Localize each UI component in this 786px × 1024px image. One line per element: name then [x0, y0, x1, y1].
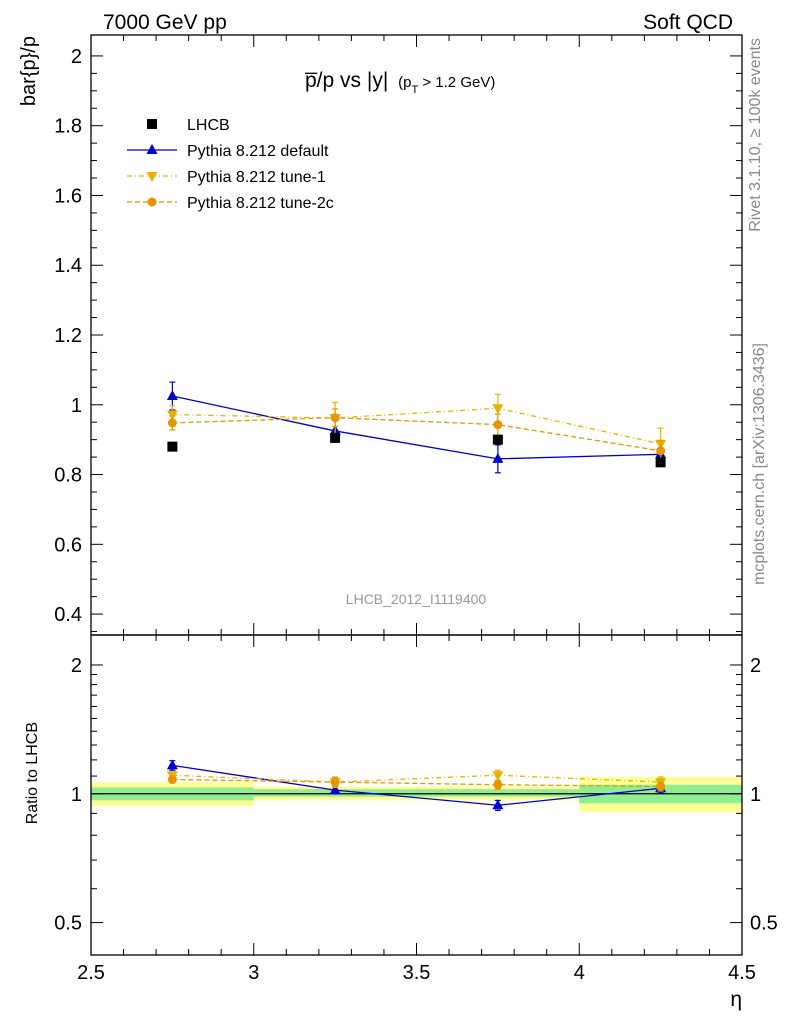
main-pythia-8-212-tune-2c-point: [330, 413, 340, 423]
plot-title: p̅/p vs |y| (pT > 1.2 GeV): [304, 69, 495, 96]
x-tick-label: 2.5: [77, 962, 105, 984]
ratio-pythia-8-212-tune-2c-line: [172, 778, 661, 788]
ratio-pythia-8-212-default-point: [329, 784, 341, 795]
plot-title-cut: (p: [398, 74, 411, 91]
main-lhcb-point: [330, 432, 341, 443]
main-lhcb-point: [655, 457, 666, 468]
y-tick-label: 0.8: [54, 465, 82, 487]
main-pythia-8-212-default-point: [492, 452, 504, 463]
analysis-watermark: LHCB_2012_I1119400: [346, 591, 487, 607]
main-lhcb-point: [492, 434, 503, 445]
y-tick-label: 1.6: [54, 185, 82, 207]
main-pythia-8-212-tune-1-point: [492, 404, 504, 415]
ratio-pythia-8-212-default-point: [166, 759, 178, 770]
main-pythia-8-212-default-point: [166, 390, 178, 401]
x-tick-label: 3: [248, 962, 259, 984]
ratio-pythia-8-212-tune-1-point: [492, 771, 504, 782]
ratio-band-inner: [253, 789, 580, 797]
main-pythia-8-212-tune-2c-line: [172, 417, 661, 452]
x-tick-label: 4: [574, 962, 585, 984]
ratio-y-tick-label-left: 2: [71, 655, 82, 677]
legend-lhcb-label: LHCB: [187, 117, 230, 134]
legend-pythia-8-212-tune-2c-marker: [147, 197, 157, 207]
ratio-pythia-8-212-default-line: [172, 764, 661, 806]
legend-pythia-8-212-tune-1-marker: [146, 172, 158, 182]
y-tick-label: 1.8: [54, 116, 82, 138]
main-lhcb-point: [167, 441, 178, 452]
ratio-ylabel: Ratio to LHCB: [24, 722, 41, 824]
ratio-pythia-8-212-tune-1-line: [172, 774, 661, 783]
y-tick-label: 2: [71, 46, 82, 68]
ratio-pythia-8-212-default-point: [492, 799, 504, 810]
ratio-pythia-8-212-tune-2c-point: [493, 780, 503, 790]
main-pythia-8-212-tune-2c-point: [493, 420, 503, 430]
legend-pythia-8-212-default-label: Pythia 8.212 default: [187, 143, 329, 160]
legend: LHCB Pythia 8.212 default Pythia 8.212 tun…: [127, 117, 334, 212]
legend-pythia-8-212-tune-1-label: Pythia 8.212 tune-1: [187, 169, 326, 186]
ratio-y-tick-label-right: 0.5: [750, 913, 778, 935]
y-tick-label: 0.6: [54, 534, 82, 556]
x-tick-label: 4.5: [728, 962, 756, 984]
y-tick-label: 1.4: [54, 255, 82, 277]
plot-title-cut-rest: > 1.2 GeV): [418, 74, 495, 91]
ratio-y-tick-label-left: 0.5: [54, 913, 82, 935]
ratio-pythia-8-212-tune-2c-point: [330, 777, 340, 787]
y-tick-label: 0.4: [54, 604, 82, 626]
legend-pythia-8-212-tune-2c-label: Pythia 8.212 tune-2c: [187, 195, 334, 212]
main-pythia-8-212-tune-1-line: [172, 407, 661, 445]
ratio-y-tick-label-right: 1: [750, 784, 761, 806]
plot-title-main: p̅/p vs |y|: [304, 69, 388, 92]
xlabel: η: [730, 988, 742, 1011]
plot-title-cut-sub: T: [411, 84, 418, 96]
main-pythia-8-212-tune-2c-point: [656, 446, 666, 456]
y-tick-label: 1.2: [54, 325, 82, 347]
mcplots-label: mcplots.cern.ch [arXiv:1306.3436]: [751, 343, 768, 585]
ratio-pythia-8-212-tune-2c-point: [656, 781, 666, 791]
ratio-pythia-8-212-tune-2c-point: [167, 774, 177, 784]
main-ylabel: bar{p}/p: [18, 36, 40, 106]
header-energy: 7000 GeV pp: [103, 11, 227, 34]
main-pythia-8-212-tune-2c-point: [167, 418, 177, 428]
ratio-y-tick-label-left: 1: [71, 784, 82, 806]
legend-pythia-8-212-default-marker: [146, 144, 158, 154]
main-pythia-8-212-default-line: [172, 395, 661, 460]
ratio-y-tick-label-right: 2: [750, 655, 761, 677]
header-category: Soft QCD: [643, 11, 733, 34]
y-tick-label: 1: [71, 395, 82, 417]
main-plot: 0.4 0.6 0.8 1 1.2 1.4 1.6 1.8 2: [54, 34, 743, 636]
ratio-plot: 2.5 3 3.5 4 4.5 0.5 0.5 1 1 2 2: [54, 35, 778, 984]
rivet-label: Rivet 3.1.10, ≥ 100k events: [747, 38, 764, 232]
legend-lhcb-marker: [147, 119, 157, 129]
x-tick-label: 3.5: [403, 962, 431, 984]
